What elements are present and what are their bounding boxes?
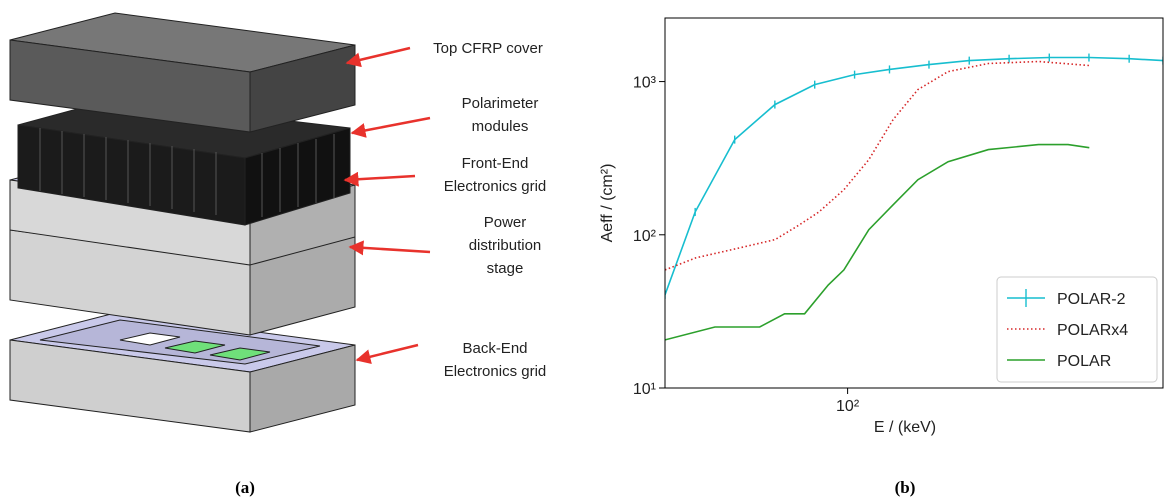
x-tick-label: 10²: [836, 398, 860, 415]
legend-label: POLAR: [1057, 353, 1111, 370]
label: Front-End: [462, 155, 529, 172]
back-end-grid: [10, 313, 355, 432]
series-line: [665, 62, 1089, 270]
series-line: [665, 58, 1163, 295]
y-axis-label: Aeff / (cm²): [599, 164, 616, 243]
legend-label: POLAR-2: [1057, 291, 1126, 308]
x-axis-label: E / (keV): [874, 419, 936, 436]
label: Power: [484, 214, 527, 231]
label: stage: [487, 260, 524, 277]
y-tick-label: 10²: [633, 228, 657, 245]
label: distribution: [469, 237, 542, 254]
exploded-diagram: [10, 13, 355, 432]
label: Back-End: [462, 340, 527, 357]
component-labels: Top CFRP cover Polarimeter modules Front…: [433, 40, 546, 380]
label: Electronics grid: [444, 363, 547, 380]
figure: Top CFRP cover Polarimeter modules Front…: [0, 0, 1164, 503]
y-tick-label: 10¹: [633, 381, 656, 398]
legend-label: POLARx4: [1057, 322, 1128, 339]
label: modules: [472, 118, 529, 135]
label: Polarimeter: [462, 95, 539, 112]
caption: (a): [235, 478, 255, 497]
label: Top CFRP cover: [433, 40, 543, 57]
arrows: [345, 48, 430, 360]
caption: (b): [895, 478, 916, 497]
y-tick-label: 10³: [633, 75, 657, 92]
label: Electronics grid: [444, 178, 547, 195]
plot-area: 10¹ 10² 10³ 10² POLAR-2 POLARx4 POLAR: [633, 18, 1163, 415]
